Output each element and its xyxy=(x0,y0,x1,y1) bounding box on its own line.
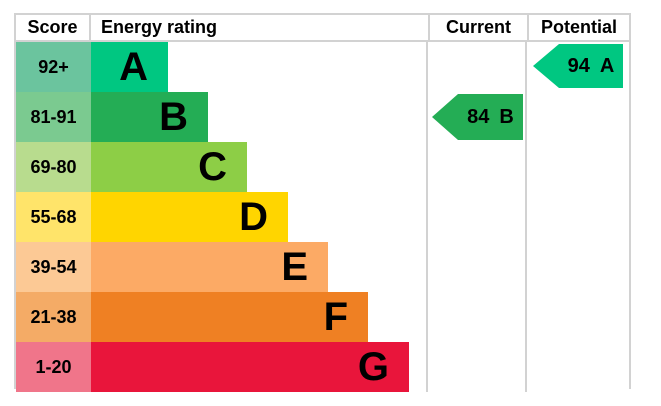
header-score: Score xyxy=(16,15,91,40)
band-bar-a: A xyxy=(91,42,168,92)
band-row-e: 39-54 E xyxy=(16,242,629,292)
header-potential: Potential xyxy=(527,15,629,40)
band-bar-e: E xyxy=(91,242,328,292)
band-bar-b: B xyxy=(91,92,208,142)
band-bar-c: C xyxy=(91,142,247,192)
chart-header-row: Score Energy rating Current Potential xyxy=(16,15,629,42)
current-rating-band: B xyxy=(499,105,514,128)
band-row-c: 69-80 C xyxy=(16,142,629,192)
band-bar-d: D xyxy=(91,192,288,242)
current-rating-score: 84 xyxy=(467,105,490,128)
band-row-a: 92+ A xyxy=(16,42,629,92)
band-bar-g: G xyxy=(91,342,409,392)
header-energy-rating: Energy rating xyxy=(101,17,218,37)
current-column-divider xyxy=(426,42,428,392)
score-range-g: 1-20 xyxy=(16,342,91,392)
potential-rating-score: 94 xyxy=(567,54,590,77)
chart-body: 92+ A 81-91 B 69-80 C 55-68 D 39-54 E 21… xyxy=(16,42,629,392)
band-row-f: 21-38 F xyxy=(16,292,629,342)
score-range-d: 55-68 xyxy=(16,192,91,242)
potential-rating-band: A xyxy=(599,54,615,77)
score-range-a: 92+ xyxy=(16,42,91,92)
band-row-b: 81-91 B xyxy=(16,92,629,142)
band-bar-f: F xyxy=(91,292,368,342)
score-range-b: 81-91 xyxy=(16,92,91,142)
epc-chart-table: Score Energy rating Current Potential 92… xyxy=(14,13,631,392)
header-current: Current xyxy=(428,15,527,40)
score-range-e: 39-54 xyxy=(16,242,91,292)
band-row-g: 1-20 G xyxy=(16,342,629,392)
potential-column-divider xyxy=(525,42,527,392)
band-row-d: 55-68 D xyxy=(16,192,629,242)
score-range-c: 69-80 xyxy=(16,142,91,192)
score-range-f: 21-38 xyxy=(16,292,91,342)
